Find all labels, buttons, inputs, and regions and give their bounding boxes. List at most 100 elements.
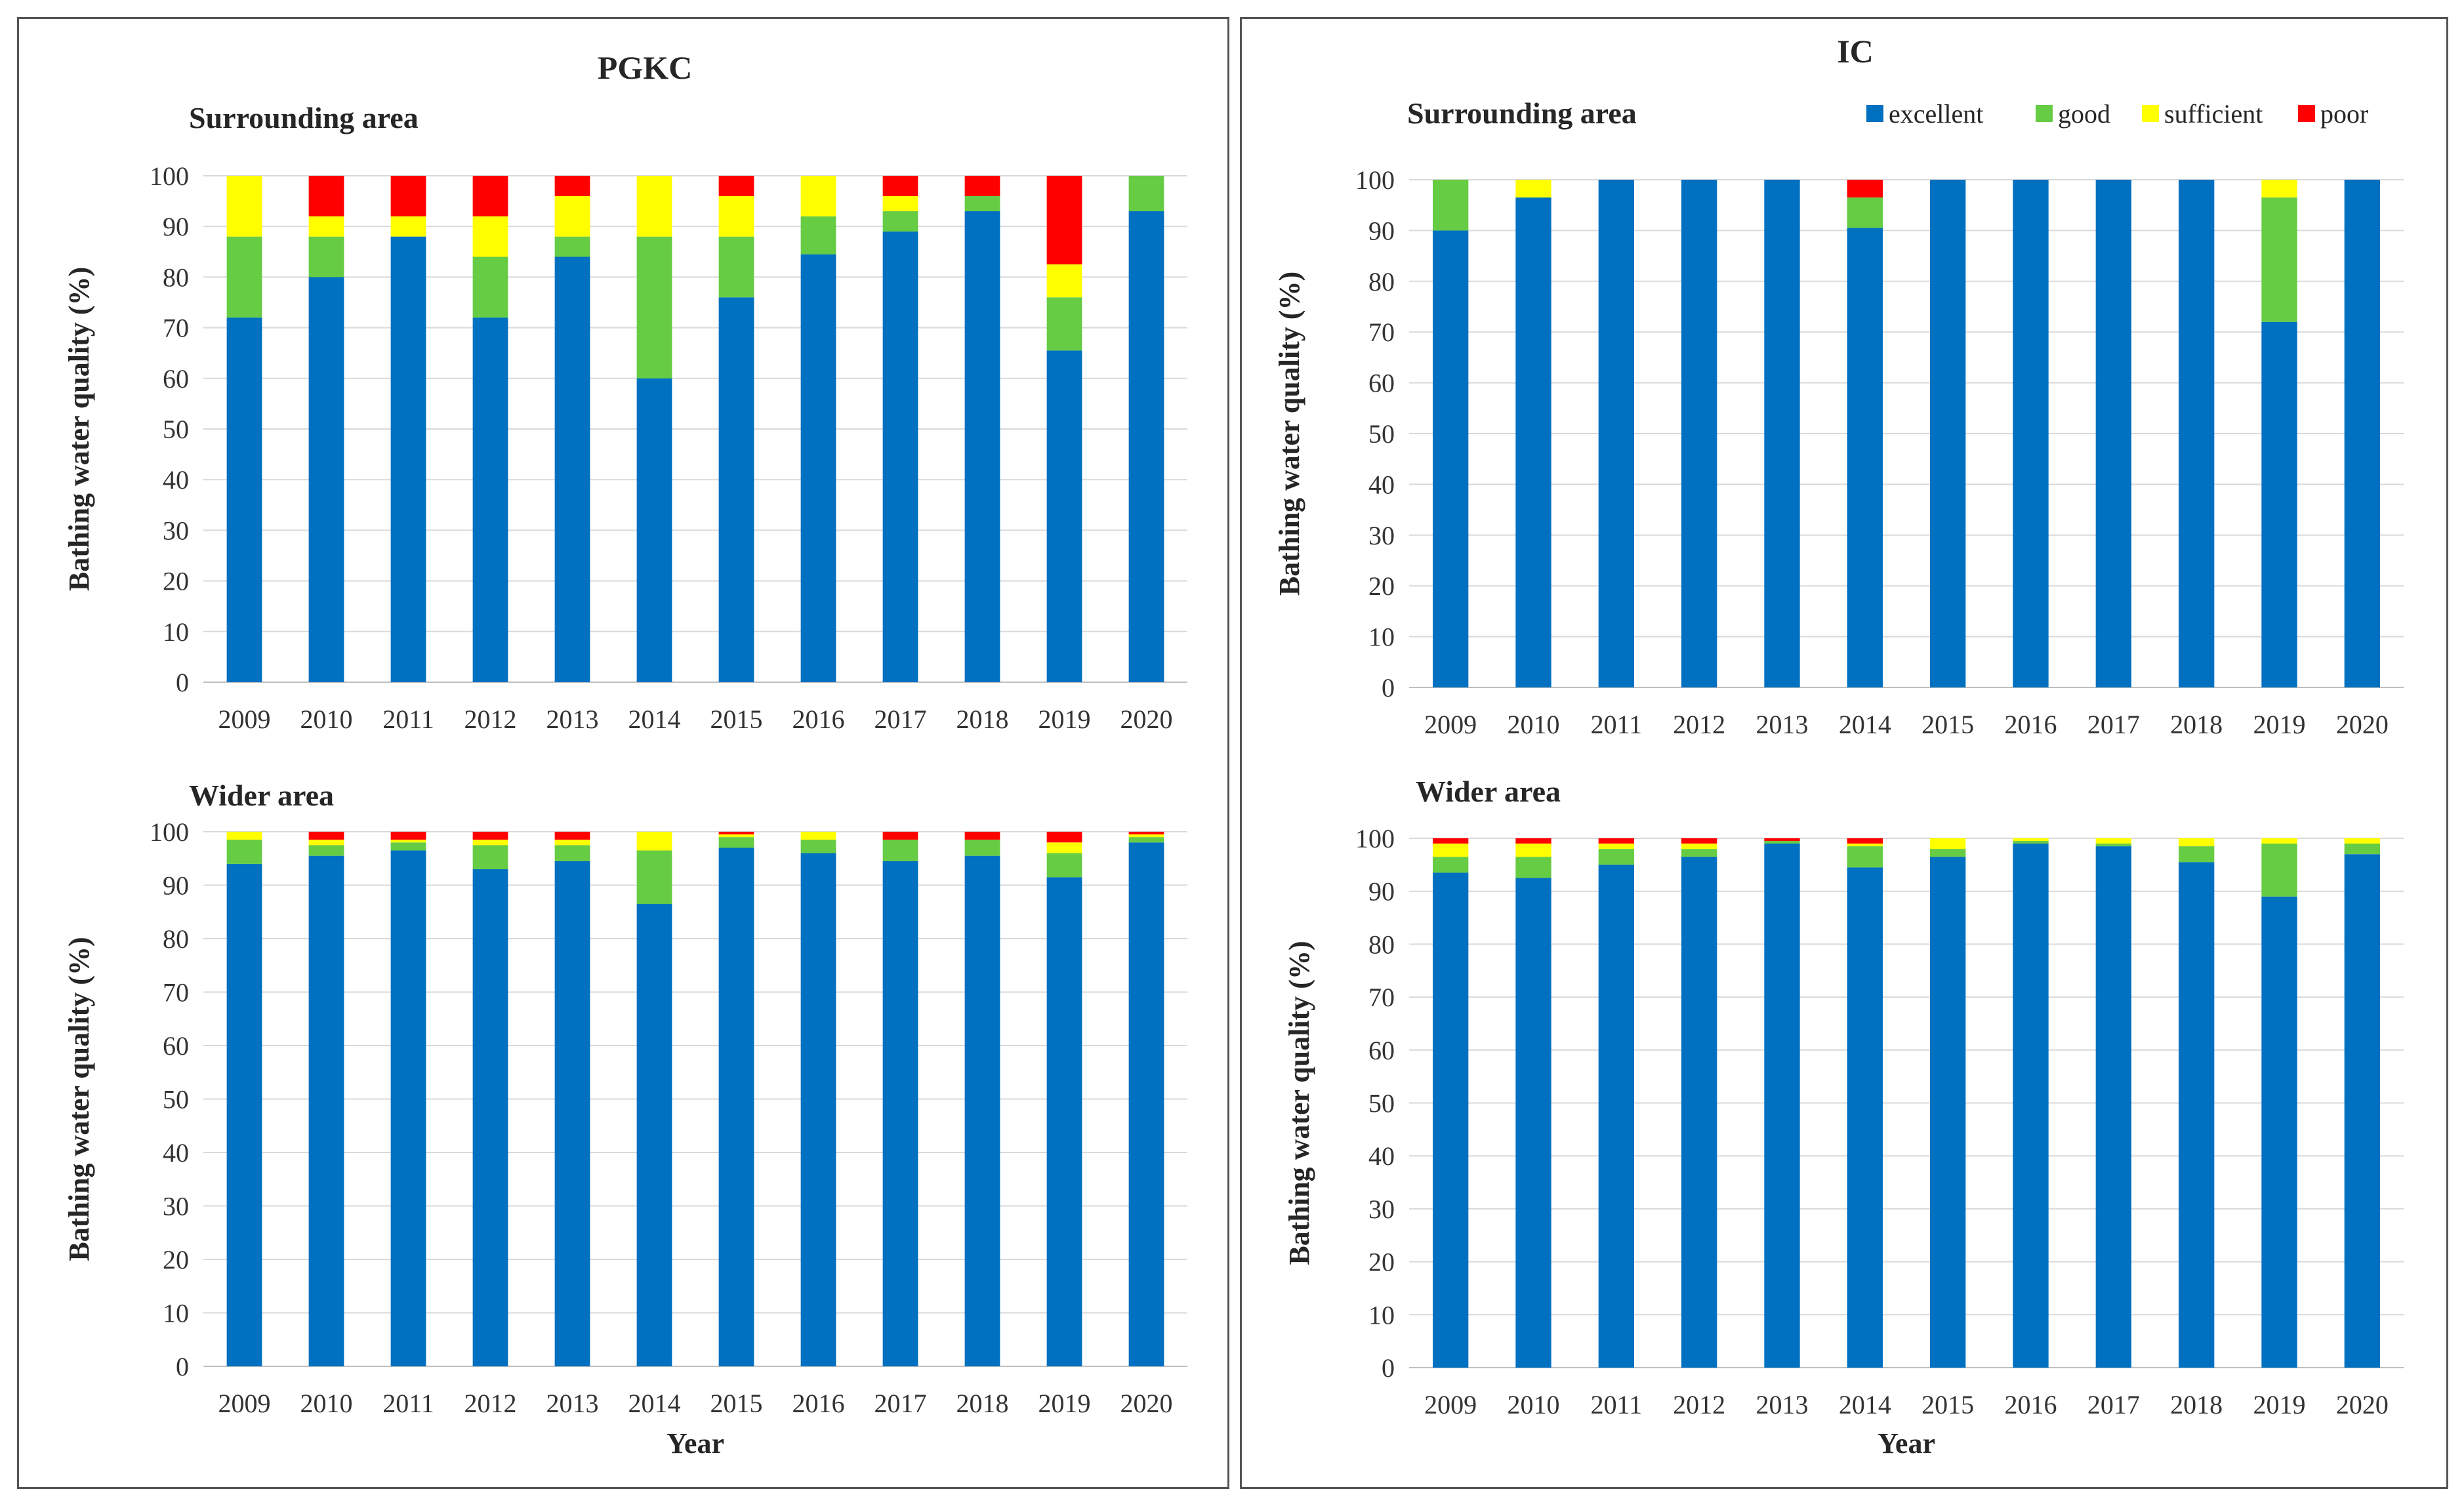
bar-sufficient-2010 bbox=[308, 840, 344, 846]
bar-sufficient-2013 bbox=[554, 840, 590, 846]
y-tick-label: 80 bbox=[1368, 267, 1395, 296]
bar-poor-2013 bbox=[554, 176, 590, 196]
bar-excellent-2015 bbox=[1930, 857, 1966, 1368]
bar-excellent-2011 bbox=[1598, 180, 1634, 687]
bar-poor-2019 bbox=[1046, 832, 1082, 843]
bar-good-2018 bbox=[964, 840, 1000, 856]
x-tick-label: 2012 bbox=[1673, 1390, 1725, 1419]
y-axis-label: Bathing water quality (%) bbox=[1283, 941, 1315, 1265]
x-tick-label: 2020 bbox=[2336, 1390, 2389, 1419]
bar-poor-2012 bbox=[1681, 838, 1717, 844]
x-tick-label: 2018 bbox=[956, 704, 1009, 734]
bar-excellent-2018 bbox=[2179, 180, 2215, 687]
panel-title-ic: IC bbox=[1837, 33, 1874, 70]
x-tick-label: 2013 bbox=[546, 704, 599, 734]
y-tick-label: 30 bbox=[1368, 521, 1395, 550]
bar-good-2011 bbox=[1598, 849, 1634, 865]
bar-good-2013 bbox=[554, 236, 590, 257]
bar-poor-2013 bbox=[1764, 838, 1800, 842]
bar-excellent-2017 bbox=[2095, 846, 2131, 1368]
bar-poor-2010 bbox=[1515, 838, 1551, 844]
x-tick-label: 2009 bbox=[1424, 1390, 1477, 1419]
x-tick-label: 2010 bbox=[1508, 1390, 1560, 1419]
bar-excellent-2016 bbox=[800, 853, 836, 1366]
bar-good-2012 bbox=[472, 256, 508, 318]
bar-sufficient-2017 bbox=[882, 195, 918, 212]
y-tick-label: 10 bbox=[1368, 622, 1395, 652]
bar-poor-2014 bbox=[1847, 838, 1883, 844]
bar-sufficient-2015 bbox=[718, 834, 754, 838]
x-tick-label: 2015 bbox=[710, 1389, 763, 1418]
bar-excellent-2017 bbox=[882, 231, 918, 682]
bar-excellent-2020 bbox=[1128, 842, 1164, 1366]
x-tick-label: 2010 bbox=[300, 704, 353, 734]
x-tick-label: 2009 bbox=[218, 1389, 271, 1418]
bar-poor-2015 bbox=[718, 832, 754, 835]
legend: excellent good sufficient poor bbox=[1866, 99, 2368, 129]
bar-poor-2011 bbox=[390, 832, 426, 840]
x-tick-label: 2016 bbox=[2005, 710, 2057, 739]
bar-excellent-2017 bbox=[2095, 180, 2131, 687]
bar-excellent-2014 bbox=[1847, 867, 1883, 1368]
x-tick-label: 2012 bbox=[464, 1389, 517, 1418]
bar-good-2017 bbox=[882, 211, 918, 232]
x-tick-label: 2011 bbox=[382, 1389, 434, 1418]
x-tick-label: 2011 bbox=[1591, 1390, 1643, 1419]
x-tick-label: 2010 bbox=[1508, 710, 1560, 739]
bar-excellent-2014 bbox=[636, 904, 672, 1366]
chart-pgkc-surrounding: Surrounding area 0 10 20 30 40 50 60 70 80 90 100 Ba… bbox=[63, 101, 1187, 734]
y-tick-label: 20 bbox=[1368, 1248, 1395, 1277]
bar-good-2017 bbox=[2095, 844, 2131, 847]
y-tick-label: 40 bbox=[1368, 470, 1395, 499]
bar-good-2009 bbox=[1433, 857, 1469, 873]
bar-sufficient-2020 bbox=[1128, 834, 1164, 838]
legend-item-excellent: excellent bbox=[1866, 99, 1983, 129]
bar-sufficient-2016 bbox=[800, 176, 836, 216]
legend-swatch bbox=[1866, 105, 1883, 122]
bar-excellent-2016 bbox=[2013, 844, 2049, 1368]
bar-sufficient-2010 bbox=[308, 216, 344, 237]
bar-good-2015 bbox=[718, 837, 754, 848]
bar-excellent-2020 bbox=[2344, 854, 2380, 1368]
bar-poor-2015 bbox=[718, 176, 754, 196]
bar-sufficient-2011 bbox=[390, 216, 426, 237]
x-tick-label: 2016 bbox=[792, 1389, 845, 1418]
bar-sufficient-2009 bbox=[226, 176, 262, 237]
bar-good-2016 bbox=[800, 840, 836, 853]
y-tick-label: 80 bbox=[163, 262, 189, 292]
bar-excellent-2014 bbox=[1847, 228, 1883, 687]
bar-excellent-2010 bbox=[1515, 197, 1551, 688]
y-tick-label: 70 bbox=[1368, 983, 1395, 1012]
bar-excellent-2014 bbox=[636, 378, 672, 682]
bar-excellent-2010 bbox=[308, 277, 344, 682]
chart-pgkc-wider: Wider area 0 10 20 30 40 50 60 70 80 90 100 Bathing … bbox=[63, 779, 1187, 1459]
bar-good-2014 bbox=[636, 236, 672, 378]
y-tick-label: 10 bbox=[163, 617, 189, 647]
legend-label: sufficient bbox=[2164, 99, 2263, 129]
y-tick-label: 40 bbox=[163, 1138, 189, 1168]
bar-excellent-2010 bbox=[308, 855, 344, 1366]
bar-sufficient-2019 bbox=[1046, 842, 1082, 853]
y-tick-label: 10 bbox=[163, 1299, 189, 1328]
y-axis-label: Bathing water quality (%) bbox=[63, 937, 95, 1261]
bar-good-2019 bbox=[2261, 197, 2297, 322]
y-tick-label: 100 bbox=[1355, 824, 1395, 853]
bar-good-2019 bbox=[1046, 853, 1082, 878]
y-tick-label: 10 bbox=[1368, 1300, 1395, 1330]
y-tick-label: 0 bbox=[176, 668, 189, 697]
legend-swatch bbox=[2298, 105, 2315, 122]
y-tick-label: 0 bbox=[1382, 673, 1395, 703]
y-tick-label: 30 bbox=[163, 1192, 189, 1221]
y-tick-label: 60 bbox=[163, 364, 189, 394]
bar-excellent-2009 bbox=[1433, 230, 1469, 687]
bar-sufficient-2020 bbox=[2344, 838, 2380, 844]
y-axis-label: Bathing water quality (%) bbox=[63, 267, 95, 591]
bar-sufficient-2019 bbox=[2261, 838, 2297, 844]
x-tick-label: 2018 bbox=[2170, 710, 2223, 739]
x-tick-label: 2017 bbox=[2087, 1390, 2140, 1419]
x-axis-label: Year bbox=[1878, 1427, 1935, 1459]
bar-excellent-2018 bbox=[2179, 862, 2215, 1368]
x-tick-label: 2013 bbox=[1756, 710, 1809, 739]
x-tick-label: 2019 bbox=[2253, 1390, 2306, 1419]
